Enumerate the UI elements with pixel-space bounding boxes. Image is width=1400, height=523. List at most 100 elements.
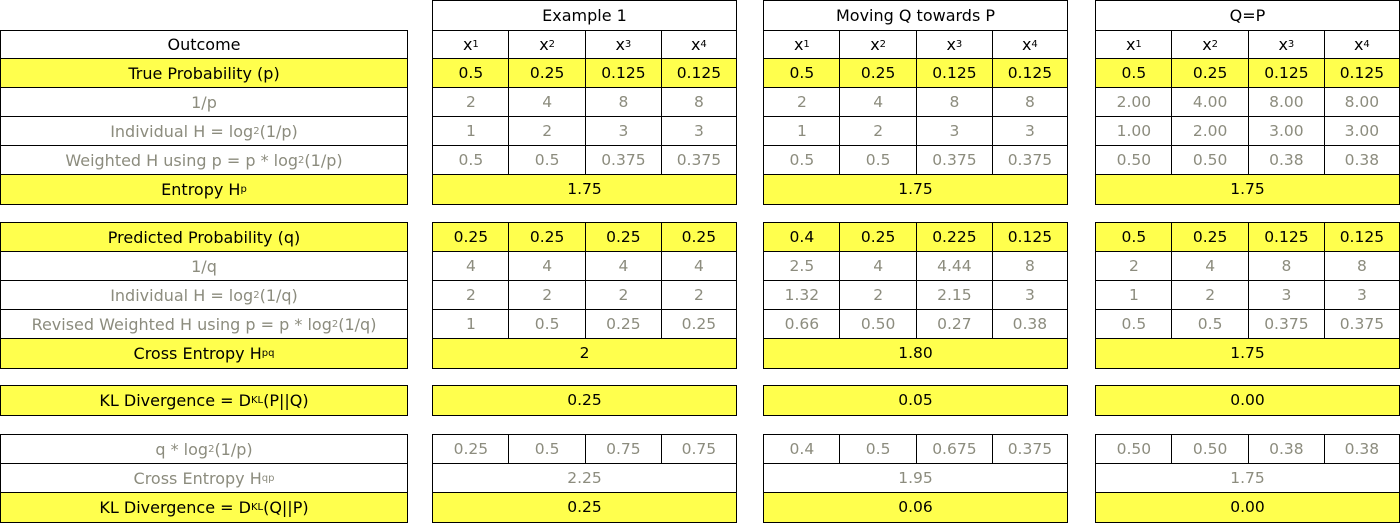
merged-value-cell: 0.00 xyxy=(1095,385,1400,416)
value-cell: 2 xyxy=(584,280,663,311)
group-header: Example 1 xyxy=(432,0,737,31)
row-label: Weighted H using p = p * log 2 (1/p) xyxy=(0,145,408,176)
value-cell: 0.38 xyxy=(1323,145,1400,176)
value-cell: 0.5 xyxy=(1171,309,1249,340)
value-cell: 0.5 xyxy=(432,145,510,176)
value-cell: 0.375 xyxy=(584,145,663,176)
value-cell: 3 xyxy=(915,116,994,147)
value-cell: 0.4 xyxy=(763,222,841,253)
value-cell: 0.75 xyxy=(584,434,663,465)
merged-value-cell: 0.25 xyxy=(432,492,737,523)
value-cell: 3.00 xyxy=(1247,116,1326,147)
value-cell: 0.50 xyxy=(839,309,917,340)
value-cell: 0.5 xyxy=(839,145,917,176)
value-cell: 8.00 xyxy=(1323,87,1400,118)
value-cell: 0.125 xyxy=(1247,222,1326,253)
merged-value-cell: 2.25 xyxy=(432,463,737,494)
value-cell: 8.00 xyxy=(1247,87,1326,118)
value-cell: 2.00 xyxy=(1095,87,1173,118)
value-cell: 8 xyxy=(991,251,1068,282)
value-cell: 2 xyxy=(660,280,737,311)
value-cell: 0.125 xyxy=(1247,58,1326,89)
merged-value-cell: 0.00 xyxy=(1095,492,1400,523)
value-cell: 0.50 xyxy=(1171,145,1249,176)
value-cell: 0.66 xyxy=(763,309,841,340)
value-cell: 0.125 xyxy=(915,58,994,89)
value-cell: 3 xyxy=(660,116,737,147)
value-cell: 2.5 xyxy=(763,251,841,282)
value-cell: 4.00 xyxy=(1171,87,1249,118)
value-cell: 1 xyxy=(432,309,510,340)
value-cell: 0.25 xyxy=(1171,222,1249,253)
value-cell: 3 xyxy=(584,116,663,147)
value-cell: 4 xyxy=(839,87,917,118)
value-cell: 0.50 xyxy=(1095,434,1173,465)
value-cell: 0.4 xyxy=(763,434,841,465)
row-label: 1/q xyxy=(0,251,408,282)
merged-value-cell: 2 xyxy=(432,338,737,369)
merged-value-cell: 1.75 xyxy=(1095,463,1400,494)
value-cell: 0.675 xyxy=(915,434,994,465)
value-cell: 3 xyxy=(991,280,1068,311)
value-cell: 0.375 xyxy=(991,145,1068,176)
value-cell: 2 xyxy=(839,280,917,311)
value-cell: 0.25 xyxy=(584,222,663,253)
row-label: True Probability (p) xyxy=(0,58,408,89)
value-cell: 8 xyxy=(584,87,663,118)
row-label: KL Divergence = D KL (Q||P) xyxy=(0,492,408,523)
merged-value-cell: 1.75 xyxy=(432,174,737,205)
value-cell: 8 xyxy=(1247,251,1326,282)
merged-value-cell: 1.75 xyxy=(1095,174,1400,205)
row-label: Revised Weighted H using p = p * log 2 (1… xyxy=(0,309,408,340)
value-cell: 4 xyxy=(660,251,737,282)
value-cell: 0.38 xyxy=(1247,145,1326,176)
value-cell: 1.32 xyxy=(763,280,841,311)
value-cell: 0.225 xyxy=(915,222,994,253)
value-cell: 3 xyxy=(991,116,1068,147)
value-cell: 0.5 xyxy=(508,434,586,465)
value-cell: 0.375 xyxy=(991,434,1068,465)
value-cell: 2 xyxy=(508,116,586,147)
value-cell: 2.15 xyxy=(915,280,994,311)
value-cell: 0.125 xyxy=(991,222,1068,253)
merged-value-cell: 1.95 xyxy=(763,463,1068,494)
value-cell: 2 xyxy=(432,87,510,118)
value-cell: 4 xyxy=(1171,251,1249,282)
value-cell: 3 xyxy=(1323,280,1400,311)
merged-value-cell: 1.75 xyxy=(1095,338,1400,369)
value-cell: 0.5 xyxy=(1095,222,1173,253)
value-cell: 8 xyxy=(915,87,994,118)
value-cell: 0.5 xyxy=(1095,58,1173,89)
value-cell: 2.00 xyxy=(1171,116,1249,147)
value-cell: 0.25 xyxy=(660,309,737,340)
value-cell: 0.38 xyxy=(1323,434,1400,465)
value-cell: 0.375 xyxy=(660,145,737,176)
value-cell: 0.125 xyxy=(991,58,1068,89)
value-cell: 0.25 xyxy=(839,222,917,253)
value-cell: 0.5 xyxy=(839,434,917,465)
value-cell: 0.25 xyxy=(508,58,586,89)
merged-value-cell: 0.25 xyxy=(432,385,737,416)
value-cell: 8 xyxy=(1323,251,1400,282)
row-label: 1/p xyxy=(0,87,408,118)
value-cell: 0.5 xyxy=(763,145,841,176)
merged-value-cell: 1.80 xyxy=(763,338,1068,369)
value-cell: 3.00 xyxy=(1323,116,1400,147)
value-cell: 0.125 xyxy=(584,58,663,89)
value-cell: 0.5 xyxy=(1095,309,1173,340)
value-cell: 8 xyxy=(660,87,737,118)
value-cell: 0.38 xyxy=(991,309,1068,340)
value-cell: 0.5 xyxy=(432,58,510,89)
value-cell: 0.50 xyxy=(1095,145,1173,176)
value-cell: 0.5 xyxy=(508,309,586,340)
